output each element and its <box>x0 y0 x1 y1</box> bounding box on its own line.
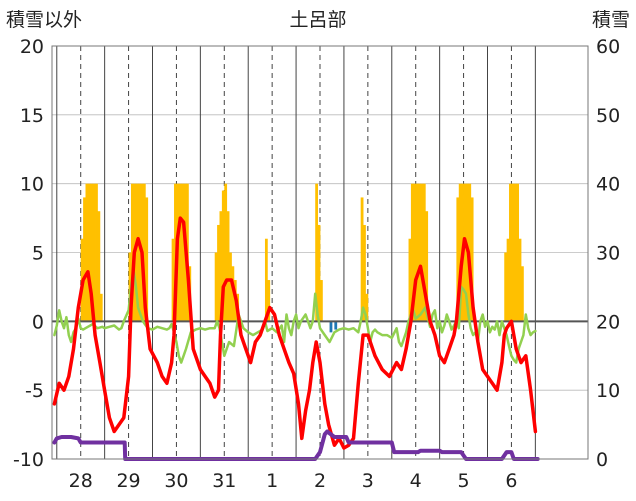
bar-mark <box>360 197 364 322</box>
bar-mark <box>95 183 98 322</box>
chart-title: 土呂部 <box>289 9 346 31</box>
bar-mark <box>408 238 412 322</box>
left-tick-label: -10 <box>13 449 44 471</box>
bar-mark <box>130 183 134 322</box>
bar-mark <box>267 280 271 322</box>
bar-mark <box>231 266 235 322</box>
bar-mark <box>97 211 101 322</box>
day-label: 3 <box>362 470 374 492</box>
bar-mark <box>92 183 96 322</box>
bar-mark <box>320 280 323 322</box>
right-tick-label: 20 <box>596 311 620 333</box>
day-label: 29 <box>116 470 140 492</box>
bar-mark <box>329 321 333 333</box>
bar-mark <box>181 183 185 322</box>
left-tick-label: 0 <box>32 311 44 333</box>
right-tick-label: 40 <box>596 174 620 196</box>
bar-mark <box>99 293 103 322</box>
bar-mark <box>315 183 319 322</box>
bar-mark <box>334 321 338 330</box>
bar-mark <box>224 183 228 322</box>
tick-labels: -10 -5 0 5 10 15 20 0 10 20 30 40 50 60 28 29 30 31 1 2 3 4 5 6 <box>13 36 620 492</box>
series-line <box>53 267 537 364</box>
bar-mark <box>521 266 524 322</box>
day-label: 28 <box>69 470 93 492</box>
bar-mark <box>415 183 419 322</box>
bar-mark <box>363 224 366 322</box>
bar-mark <box>470 197 474 322</box>
bar-mark <box>85 183 89 322</box>
bar-mark <box>226 211 230 322</box>
bar-mark <box>458 183 462 322</box>
right-tick-label: 50 <box>596 105 620 127</box>
plot-frame <box>51 45 589 460</box>
bar-mark <box>418 183 421 322</box>
bar-mark <box>504 252 508 322</box>
bar-mark <box>135 183 139 322</box>
bar-mark <box>171 238 175 322</box>
axes <box>51 45 589 460</box>
left-tick-label: 15 <box>20 105 44 127</box>
bar-mark <box>518 238 522 322</box>
bar-mark <box>516 183 520 322</box>
bar-mark <box>90 183 94 322</box>
left-tick-label: 5 <box>32 243 44 265</box>
day-label: 31 <box>212 470 236 492</box>
day-label: 6 <box>505 470 517 492</box>
bar-mark <box>422 183 426 322</box>
left-tick-label: -5 <box>25 380 44 402</box>
bar-mark <box>456 197 460 322</box>
bar-mark <box>420 183 424 322</box>
bar-mark <box>217 224 220 322</box>
bar-mark <box>513 183 517 322</box>
day-label: 4 <box>410 470 422 492</box>
right-tick-label: 30 <box>596 243 620 265</box>
bar-mark <box>221 190 225 322</box>
bar-mark <box>87 183 91 322</box>
bar-mark <box>178 183 182 322</box>
series-line <box>52 216 538 450</box>
day-label: 5 <box>458 470 470 492</box>
bar-mark <box>83 197 86 322</box>
bar-mark <box>410 183 414 322</box>
right-tick-label: 10 <box>596 380 620 402</box>
bar-mark <box>413 183 417 322</box>
left-tick-label: 10 <box>20 174 44 196</box>
bar-mark <box>138 183 141 322</box>
bar-mark <box>142 183 146 322</box>
bar-mark <box>425 211 429 322</box>
day-label: 30 <box>164 470 188 492</box>
bar-mark <box>229 252 232 322</box>
bar-mark <box>509 183 512 322</box>
bar-mark <box>317 224 321 322</box>
left-tick-label: 20 <box>20 36 44 58</box>
day-label: 2 <box>314 470 326 492</box>
left-axis-label: 積雪以外 <box>6 9 82 31</box>
bar-mark <box>219 211 223 322</box>
right-axis-label: 積雪 <box>592 9 630 31</box>
bar-mark <box>506 238 510 322</box>
bar-mark <box>145 197 149 322</box>
bar-mark <box>214 252 218 322</box>
bar-mark <box>264 238 268 322</box>
day-label: 1 <box>266 470 278 492</box>
bar-mark <box>511 183 515 322</box>
bar-mark <box>365 293 369 322</box>
right-tick-label: 0 <box>596 449 608 471</box>
bar-mark <box>463 183 467 322</box>
right-tick-label: 60 <box>596 36 620 58</box>
